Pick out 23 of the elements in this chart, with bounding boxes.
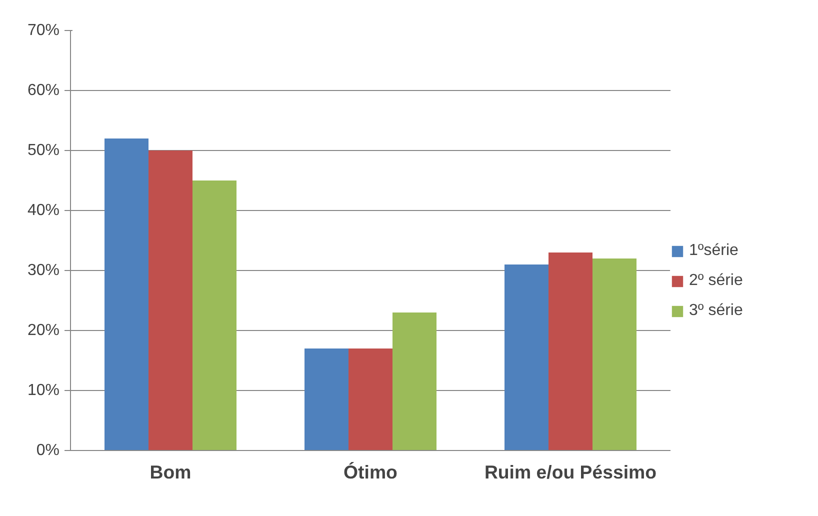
y-tick-label: 50% — [27, 142, 60, 159]
y-tick-label: 20% — [27, 322, 60, 339]
bar — [304, 348, 348, 450]
bar — [104, 138, 148, 450]
y-tick-label: 70% — [27, 22, 60, 39]
bar — [192, 180, 236, 450]
bar — [504, 264, 548, 450]
legend-label: 2º série — [689, 272, 743, 290]
bar — [592, 258, 636, 450]
legend-label: 3º série — [689, 302, 743, 320]
x-tick-label: Bom — [150, 462, 192, 482]
y-tick-label: 10% — [27, 382, 60, 399]
y-tick-label: 60% — [27, 82, 60, 99]
bar — [148, 150, 192, 450]
bar — [348, 348, 392, 450]
x-tick-label: Ótimo — [344, 462, 398, 482]
x-tick-label: Ruim e/ou Péssimo — [484, 462, 657, 482]
y-tick-label: 40% — [27, 202, 60, 219]
bar — [392, 312, 436, 450]
y-tick-label: 0% — [36, 442, 60, 459]
y-tick-label: 30% — [27, 262, 60, 279]
legend-label: 1ºsérie — [689, 242, 738, 260]
bar — [548, 252, 592, 450]
